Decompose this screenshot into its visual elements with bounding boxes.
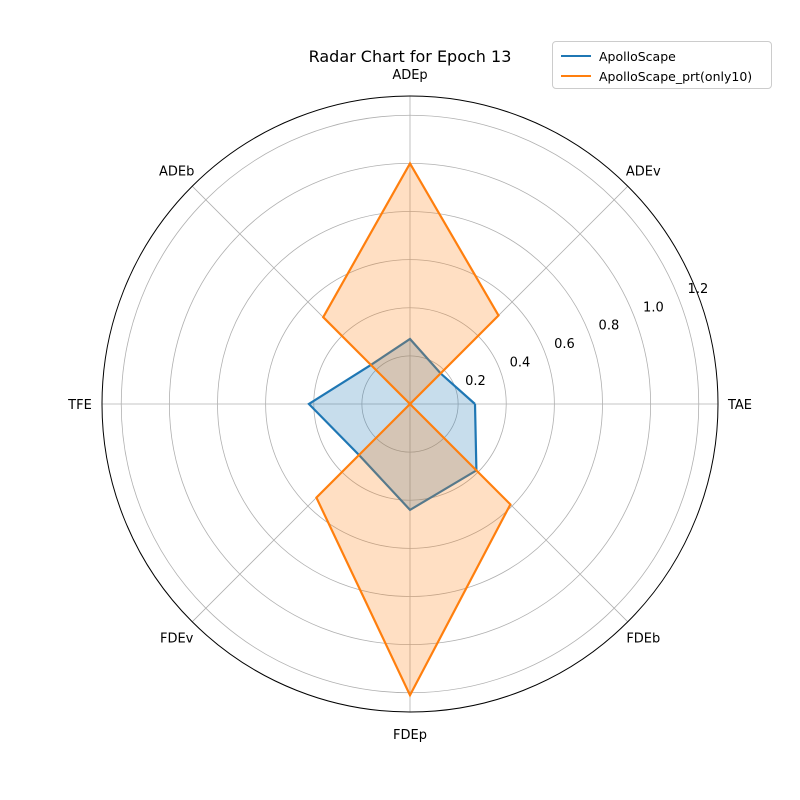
legend-item-series-1: ApolloScape [561, 46, 676, 66]
legend-label-series-1: ApolloScape [599, 48, 676, 64]
r-tick-label-4: 0.8 [599, 319, 620, 334]
legend-item-series-2: ApolloScape_prt(only10) [561, 66, 752, 86]
series-2 [315, 161, 512, 698]
series-layer [307, 161, 512, 698]
axis-label-adev: ADEv [626, 165, 661, 180]
axis-label-adep: ADEp [392, 68, 427, 83]
axis-label-adeb: ADEb [159, 165, 194, 180]
axis-label-tfe: TFE [67, 398, 92, 413]
axis-label-fdep: FDEp [393, 728, 427, 743]
r-tick-label-1: 0.2 [465, 374, 486, 389]
r-tick-label-5: 1.0 [643, 300, 664, 315]
r-tick-label-3: 0.6 [554, 337, 575, 352]
r-tick-label-6: 1.2 [688, 282, 709, 297]
legend-label-series-2: ApolloScape_prt(only10) [599, 68, 753, 84]
legend-swatch-series-1 [561, 55, 591, 57]
polar-frame [101, 95, 719, 713]
axis-label-tae: TAE [727, 398, 752, 413]
series-2-fill [316, 163, 511, 696]
axis-label-fdev: FDEv [160, 631, 194, 646]
chart-title: Radar Chart for Epoch 13 [309, 47, 512, 66]
r-tick-label-2: 0.4 [510, 356, 531, 371]
series-1-fill [308, 339, 477, 510]
axis-label-fdeb: FDEb [626, 631, 660, 646]
axis-labels: 0.2 0.4 0.6 0.8 1.0 1.2 TAE ADEv ADEp ADEb TFE FDEv… [67, 68, 752, 743]
legend-swatch-series-2 [561, 75, 591, 77]
legend: ApolloScape ApolloScape_prt(only10) [552, 41, 772, 89]
